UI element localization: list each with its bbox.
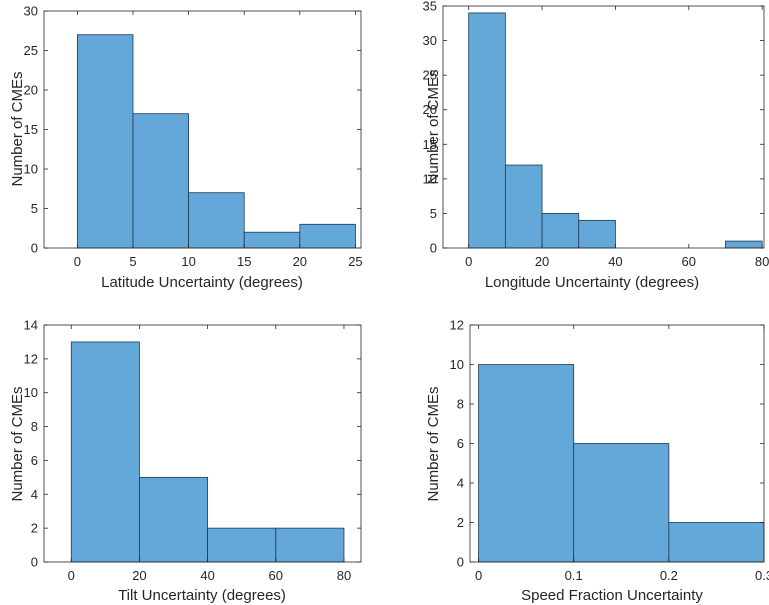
y-tick-label: 20 — [24, 83, 38, 98]
histogram-bar — [573, 443, 670, 563]
x-tick-label: 0.2 — [660, 568, 678, 583]
y-tick-label: 8 — [31, 419, 38, 434]
y-tick-label: 6 — [31, 453, 38, 468]
y-tick-label: 0 — [430, 241, 437, 256]
y-axis-label: Number of CMEs — [425, 69, 442, 184]
x-tick-label: 20 — [535, 254, 549, 269]
x-tick-label: 10 — [181, 254, 195, 269]
y-tick-label: 8 — [457, 397, 464, 412]
y-tick-label: 2 — [457, 515, 464, 530]
y-tick-label: 0 — [31, 241, 38, 256]
x-tick-label: 60 — [269, 568, 283, 583]
y-tick-label: 25 — [24, 43, 38, 58]
panel-latitude: Latitude Uncertainty (degrees) Number of… — [9, 4, 363, 292]
histogram-bar — [468, 12, 506, 249]
y-tick-label: 14 — [24, 318, 38, 333]
panel-tilt: Tilt Uncertainty (degrees) Number of CME… — [9, 318, 362, 604]
y-tick-label: 12 — [450, 318, 464, 333]
histogram-bar — [275, 527, 345, 563]
histogram-bar — [70, 341, 140, 563]
y-axis-label: Number of CMEs — [9, 71, 26, 186]
y-axis-label: Number of CMEs — [425, 386, 442, 501]
y-tick-label: 10 — [450, 357, 464, 372]
y-tick-label: 20 — [423, 102, 437, 117]
x-axis-label: Latitude Uncertainty (degrees) — [101, 274, 303, 291]
x-axis-label: Longitude Uncertainty (degrees) — [485, 274, 699, 291]
axes-box — [43, 324, 362, 563]
histogram-bar — [578, 219, 616, 249]
x-tick-label: 20 — [132, 568, 146, 583]
histogram-bar — [243, 231, 301, 249]
y-tick-label: 10 — [423, 171, 437, 186]
x-tick-label: 0 — [465, 254, 472, 269]
histogram-bar — [299, 223, 356, 249]
x-tick-label: 5 — [129, 254, 136, 269]
histogram-bar — [139, 476, 209, 563]
histogram-bar — [207, 527, 277, 563]
axes-box — [442, 5, 765, 249]
x-tick-label: 40 — [608, 254, 622, 269]
histogram-bar — [504, 164, 543, 249]
y-tick-label: 4 — [31, 487, 38, 502]
histogram-bar — [478, 364, 575, 563]
y-tick-label: 30 — [24, 4, 38, 19]
x-tick-label: 0 — [475, 568, 482, 583]
y-tick-label: 0 — [31, 555, 38, 570]
histogram-bar — [76, 34, 134, 249]
y-tick-label: 25 — [423, 68, 437, 83]
y-tick-label: 12 — [24, 351, 38, 366]
x-tick-label: 15 — [237, 254, 251, 269]
y-tick-label: 2 — [31, 521, 38, 536]
panel-longitude: Longitude Uncertainty (degrees) Number o… — [423, 0, 769, 291]
y-tick-label: 4 — [457, 476, 464, 491]
x-axis-label: Speed Fraction Uncertainty — [521, 587, 703, 604]
x-tick-label: 60 — [682, 254, 696, 269]
x-tick-label: 40 — [200, 568, 214, 583]
panel-speed-fraction: Speed Fraction Uncertainty Number of CME… — [425, 318, 769, 605]
x-axis-label: Tilt Uncertainty (degrees) — [118, 587, 286, 604]
y-tick-label: 6 — [457, 436, 464, 451]
y-tick-label: 5 — [31, 201, 38, 216]
y-tick-label: 30 — [423, 33, 437, 48]
histogram-bar — [725, 240, 763, 249]
x-tick-label: 20 — [293, 254, 307, 269]
histogram-bar — [668, 522, 765, 563]
x-tick-label: 80 — [337, 568, 351, 583]
y-tick-label: 35 — [423, 0, 437, 14]
histogram-bar — [132, 113, 189, 249]
x-tick-label: 0.3 — [755, 568, 769, 583]
y-axis-label: Number of CMEs — [9, 386, 26, 501]
histogram-bar — [541, 213, 580, 249]
x-tick-label: 0 — [68, 568, 75, 583]
y-tick-label: 10 — [24, 162, 38, 177]
x-tick-label: 0 — [74, 254, 81, 269]
y-tick-label: 15 — [24, 122, 38, 137]
y-tick-label: 0 — [457, 555, 464, 570]
x-tick-label: 25 — [348, 254, 362, 269]
y-tick-label: 15 — [423, 137, 437, 152]
y-tick-label: 5 — [430, 206, 437, 221]
x-tick-label: 80 — [755, 254, 769, 269]
y-tick-label: 10 — [24, 385, 38, 400]
histogram-bar — [188, 192, 245, 249]
x-tick-label: 0.1 — [565, 568, 583, 583]
